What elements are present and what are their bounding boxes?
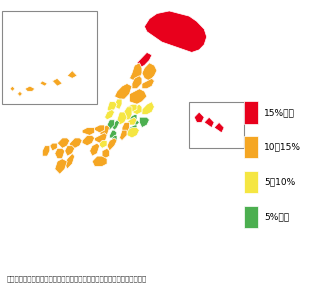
Polygon shape xyxy=(105,109,115,120)
Polygon shape xyxy=(65,146,75,156)
Polygon shape xyxy=(100,141,107,148)
Polygon shape xyxy=(65,154,75,169)
Polygon shape xyxy=(142,78,154,89)
Text: 資料）国土交通省「空き地等の活用に関する検討会とりまとめ参考資料」: 資料）国土交通省「空き地等の活用に関する検討会とりまとめ参考資料」 xyxy=(7,276,147,282)
Polygon shape xyxy=(122,107,132,120)
Polygon shape xyxy=(142,63,157,81)
Polygon shape xyxy=(50,143,57,151)
Polygon shape xyxy=(144,11,207,52)
Polygon shape xyxy=(25,86,35,91)
Polygon shape xyxy=(57,138,70,148)
Polygon shape xyxy=(40,81,47,86)
Polygon shape xyxy=(127,117,137,125)
Polygon shape xyxy=(112,120,120,130)
Polygon shape xyxy=(204,117,214,128)
Polygon shape xyxy=(132,76,142,89)
Polygon shape xyxy=(107,102,117,112)
Polygon shape xyxy=(107,120,115,130)
Polygon shape xyxy=(127,104,137,112)
Polygon shape xyxy=(112,135,117,143)
Polygon shape xyxy=(129,63,142,81)
Bar xyxy=(244,206,258,228)
Bar xyxy=(244,136,258,158)
Polygon shape xyxy=(95,133,107,143)
Bar xyxy=(3,11,97,104)
Polygon shape xyxy=(95,125,105,133)
Polygon shape xyxy=(120,130,127,141)
Bar xyxy=(189,102,244,148)
Text: 5%未満: 5%未満 xyxy=(264,213,289,221)
Polygon shape xyxy=(127,125,137,133)
Polygon shape xyxy=(52,78,62,86)
Polygon shape xyxy=(115,84,132,99)
Polygon shape xyxy=(132,104,142,115)
Polygon shape xyxy=(100,125,110,138)
Text: 15%以上: 15%以上 xyxy=(264,108,295,117)
Polygon shape xyxy=(67,71,77,78)
Polygon shape xyxy=(10,86,15,91)
Polygon shape xyxy=(139,117,149,128)
Polygon shape xyxy=(117,112,127,125)
Polygon shape xyxy=(92,156,107,166)
Polygon shape xyxy=(55,159,67,174)
Polygon shape xyxy=(70,138,82,148)
Polygon shape xyxy=(55,148,65,159)
Polygon shape xyxy=(122,122,129,133)
Polygon shape xyxy=(90,143,100,156)
Polygon shape xyxy=(42,146,50,156)
Text: 10～15%: 10～15% xyxy=(264,143,301,152)
Polygon shape xyxy=(107,138,117,151)
Polygon shape xyxy=(134,120,139,125)
Polygon shape xyxy=(115,99,122,109)
Polygon shape xyxy=(142,102,154,115)
Polygon shape xyxy=(82,135,95,146)
Polygon shape xyxy=(194,112,204,122)
Polygon shape xyxy=(129,89,147,104)
Polygon shape xyxy=(18,91,23,96)
Polygon shape xyxy=(102,148,110,159)
Polygon shape xyxy=(82,128,95,135)
Polygon shape xyxy=(137,52,152,68)
Bar xyxy=(244,101,258,124)
Polygon shape xyxy=(129,115,137,122)
Text: 5～10%: 5～10% xyxy=(264,178,295,187)
Bar xyxy=(244,171,258,193)
Polygon shape xyxy=(127,128,139,138)
Polygon shape xyxy=(214,122,224,133)
Polygon shape xyxy=(110,130,117,138)
